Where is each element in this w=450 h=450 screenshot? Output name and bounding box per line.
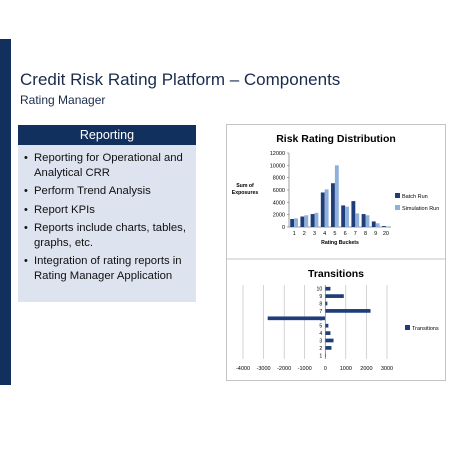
y-tick-label: 9 xyxy=(319,294,322,300)
bar-batch-run xyxy=(310,214,315,227)
bar-transitions xyxy=(325,309,371,313)
bar-batch-run xyxy=(382,226,386,227)
y-tick-label: 8000 xyxy=(273,176,285,182)
y-tick-label: 8 xyxy=(319,302,322,308)
bar-transitions xyxy=(325,331,331,335)
x-tick-label: 2 xyxy=(303,231,306,237)
y-axis-label: Exposures xyxy=(232,190,259,196)
x-tick-label: 20 xyxy=(383,231,389,237)
bar-simulation-run xyxy=(294,218,298,227)
legend-label: Transitions xyxy=(412,326,439,332)
bar-simulation-run xyxy=(385,226,390,227)
bar-batch-run xyxy=(300,216,305,227)
y-tick-label: 1 xyxy=(319,353,322,359)
bullet-item: • Report KPIs xyxy=(24,203,192,218)
y-tick-label: 10 xyxy=(317,287,323,293)
bar-batch-run xyxy=(371,221,376,227)
x-tick-label: -2000 xyxy=(277,366,291,372)
bar-simulation-run xyxy=(314,212,319,227)
bar-simulation-run xyxy=(375,223,380,227)
x-tick-label: 5 xyxy=(333,231,336,237)
reporting-panel: Reporting • Reporting for Operational and… xyxy=(18,125,196,302)
bullet-text: Reporting for Operational and Analytical… xyxy=(34,152,183,179)
legend-swatch xyxy=(395,205,400,210)
bar-batch-run xyxy=(361,214,366,227)
bar-transitions xyxy=(325,346,332,350)
y-tick-label: 0 xyxy=(282,225,285,231)
x-tick-label: 4 xyxy=(323,231,326,237)
reporting-panel-heading: Reporting xyxy=(18,125,196,145)
x-tick-label: -3000 xyxy=(257,366,271,372)
bullet-dot-icon: • xyxy=(24,203,28,216)
y-tick-label: 10000 xyxy=(270,163,285,169)
bullet-text: Report KPIs xyxy=(34,203,95,216)
chart-title: Transitions xyxy=(308,268,364,280)
bullet-item: • Reporting for Operational and Analytica… xyxy=(24,151,192,180)
bar-batch-run xyxy=(351,201,356,227)
slide-title: Credit Risk Rating Platform – Components xyxy=(20,70,341,89)
bar-transitions xyxy=(267,316,326,321)
y-axis-label: Sum of xyxy=(236,183,254,189)
y-tick-label: 4000 xyxy=(273,200,285,206)
x-tick-label: 1 xyxy=(293,231,296,237)
x-tick-label: 6 xyxy=(344,231,347,237)
bar-transitions xyxy=(325,294,344,298)
y-tick-label: 3 xyxy=(319,339,322,345)
y-tick-label: 2000 xyxy=(273,213,285,219)
bar-simulation-run xyxy=(355,213,360,227)
x-tick-label: 3 xyxy=(313,231,316,237)
bullet-dot-icon: • xyxy=(24,185,28,197)
bullet-dot-icon: • xyxy=(24,222,28,234)
bullet-item: • Reports include charts, tables, graphs,… xyxy=(24,221,192,250)
x-tick-label: 1000 xyxy=(340,366,352,372)
x-tick-label: 0 xyxy=(324,366,327,372)
legend-swatch xyxy=(395,193,400,198)
slide-accent-bar xyxy=(0,39,11,385)
bullet-item: • Perform Trend Analysis xyxy=(24,184,192,199)
x-tick-label: 8 xyxy=(364,231,367,237)
x-tick-label: 2000 xyxy=(360,366,372,372)
bar-simulation-run xyxy=(345,206,349,227)
bar-transitions xyxy=(325,301,328,306)
bar-batch-run xyxy=(320,192,325,227)
bar-transitions xyxy=(325,323,329,328)
reporting-bullet-list: • Reporting for Operational and Analytica… xyxy=(18,145,196,283)
bullet-dot-icon: • xyxy=(24,255,28,267)
y-tick-label: 5 xyxy=(319,324,322,330)
bullet-text: Reports include charts, tables, graphs, … xyxy=(34,222,186,249)
x-tick-label: -4000 xyxy=(236,366,250,372)
y-tick-label: 7 xyxy=(319,309,322,315)
x-axis-label: Rating Buckets xyxy=(321,240,359,246)
slide-subtitle: Rating Manager xyxy=(20,93,106,107)
x-tick-label: -1000 xyxy=(298,366,312,372)
bar-transitions xyxy=(325,286,331,291)
bullet-text: Integration of rating reports in Rating … xyxy=(34,255,182,282)
bullet-text: Perform Trend Analysis xyxy=(34,185,151,197)
y-tick-label: 12000 xyxy=(270,151,285,157)
y-tick-label: 2 xyxy=(319,346,322,352)
bar-simulation-run xyxy=(304,215,309,227)
bar-simulation-run xyxy=(324,189,329,227)
bar-batch-run xyxy=(341,205,346,227)
legend-swatch xyxy=(405,325,410,330)
bar-simulation-run xyxy=(365,215,370,227)
legend-label: Batch Run xyxy=(402,194,428,200)
bar-batch-run xyxy=(290,218,295,227)
chart-title: Risk Rating Distribution xyxy=(276,133,396,145)
x-tick-label: 9 xyxy=(374,231,377,237)
x-tick-label: 3000 xyxy=(381,366,393,372)
bullet-item: • Integration of rating reports in Rating… xyxy=(24,254,192,283)
y-tick-label: 6000 xyxy=(273,188,285,194)
y-tick-label: 4 xyxy=(319,331,322,337)
charts-frame: Risk Rating Distribution Sum of Exposures 0… xyxy=(226,124,446,381)
bar-batch-run xyxy=(331,183,335,227)
transitions-chart: Transitions -4000 -3000 -2000 -1000 0 1000 2000… xyxy=(236,268,439,372)
bar-transitions xyxy=(325,338,334,343)
x-tick-label: 7 xyxy=(354,231,357,237)
legend-label: Simulation Run xyxy=(402,206,439,212)
bullet-dot-icon: • xyxy=(24,152,28,164)
bar-simulation-run xyxy=(334,165,339,227)
